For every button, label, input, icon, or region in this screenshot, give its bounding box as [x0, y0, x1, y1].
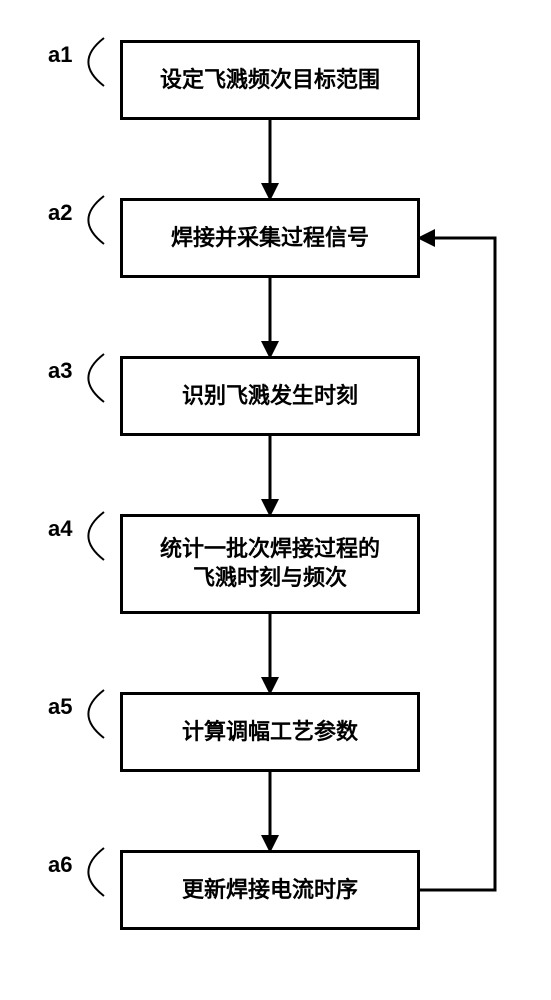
label-arc: [88, 690, 104, 738]
flow-label-a3: a3: [48, 358, 72, 384]
flow-label-a2: a2: [48, 200, 72, 226]
flow-node-text: 更新焊接电流时序: [182, 876, 358, 905]
flow-node-text: 设定飞溅频次目标范围: [160, 66, 380, 95]
label-arc: [88, 354, 104, 402]
flow-node-text: 统计一批次焊接过程的飞溅时刻与频次: [160, 535, 380, 592]
label-arc: [88, 196, 104, 244]
flow-edge: [420, 238, 495, 890]
flow-node-text: 识别飞溅发生时刻: [182, 382, 358, 411]
flow-node-a3: 识别飞溅发生时刻: [120, 356, 420, 436]
flow-label-a6: a6: [48, 852, 72, 878]
label-arc: [88, 848, 104, 896]
label-arc: [88, 38, 104, 86]
flow-node-a4: 统计一批次焊接过程的飞溅时刻与频次: [120, 514, 420, 614]
flow-node-a2: 焊接并采集过程信号: [120, 198, 420, 278]
flow-label-a4: a4: [48, 516, 72, 542]
flow-node-a6: 更新焊接电流时序: [120, 850, 420, 930]
flow-label-a5: a5: [48, 694, 72, 720]
flow-node-text: 焊接并采集过程信号: [171, 224, 369, 253]
flow-node-a5: 计算调幅工艺参数: [120, 692, 420, 772]
flow-label-a1: a1: [48, 42, 72, 68]
flow-node-a1: 设定飞溅频次目标范围: [120, 40, 420, 120]
label-arc: [88, 512, 104, 560]
flow-node-text: 计算调幅工艺参数: [182, 718, 358, 747]
